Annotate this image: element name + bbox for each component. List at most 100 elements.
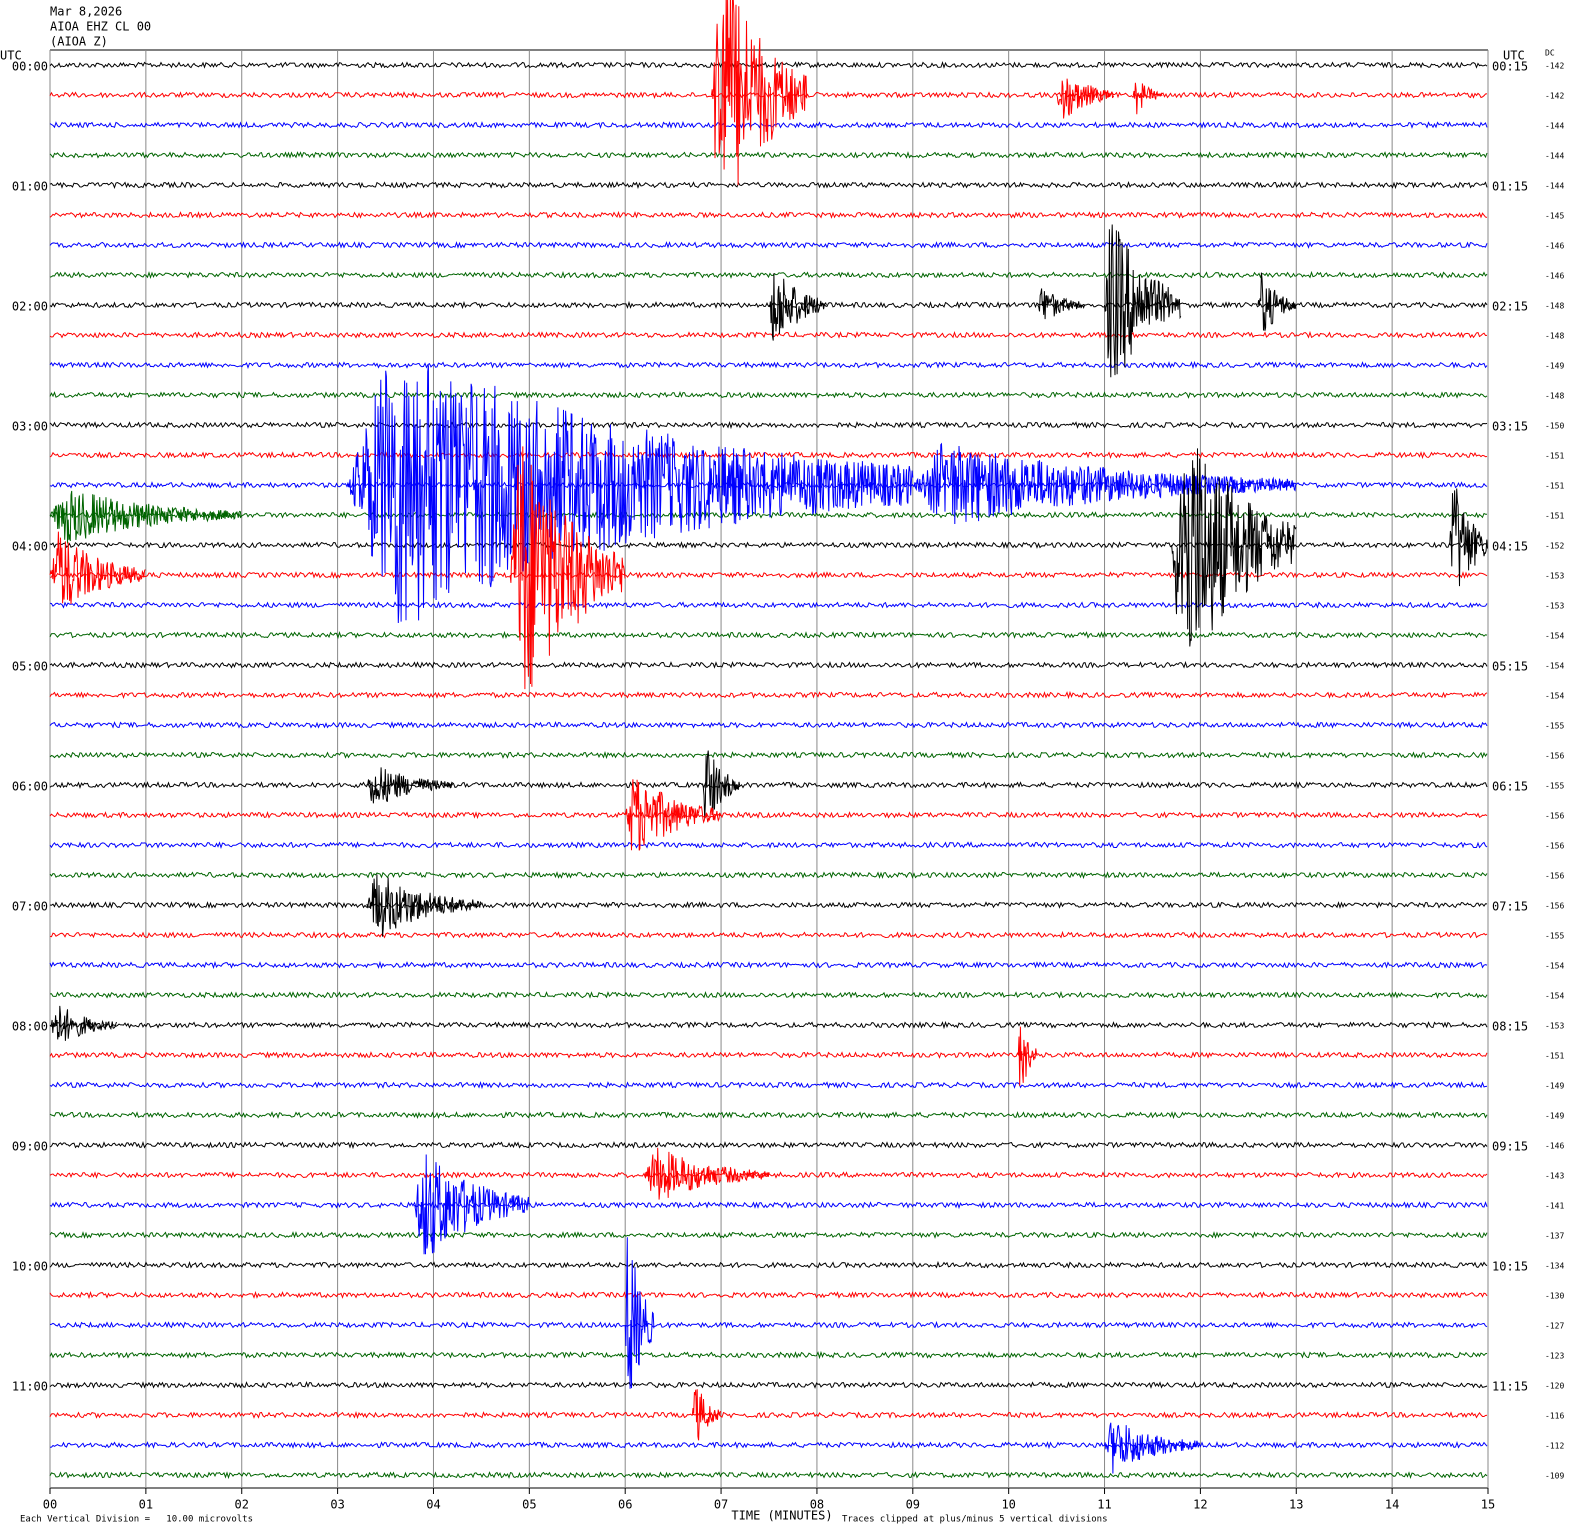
dc-value: -143 [1545, 1172, 1564, 1181]
dc-label: DC [1545, 49, 1555, 58]
trace-noise [49, 1080, 1488, 1090]
trace-noise [49, 690, 1488, 700]
left-time-label: 04:00 [12, 540, 48, 554]
trace-noise [49, 151, 1488, 159]
x-tick-label: 07 [714, 1498, 728, 1512]
dc-value: -144 [1545, 122, 1564, 131]
seismic-event [1132, 82, 1163, 115]
dc-value: -148 [1545, 332, 1564, 341]
seismic-event [1104, 224, 1182, 378]
x-tick-label: 05 [522, 1498, 536, 1512]
seismic-event [1056, 78, 1115, 119]
x-tick-label: 08 [810, 1498, 824, 1512]
trace-noise [49, 600, 1488, 609]
left-time-label: 06:00 [12, 780, 48, 794]
left-time-label: 07:00 [12, 900, 48, 914]
dc-value: -153 [1545, 602, 1564, 611]
seismic-event [413, 1154, 530, 1255]
dc-value: -156 [1545, 752, 1564, 761]
trace-noise [49, 1020, 1488, 1030]
seismic-event [1017, 1026, 1038, 1086]
seismic-event [49, 1005, 117, 1041]
seismic-event [1171, 448, 1297, 647]
dc-value: -148 [1545, 392, 1564, 401]
x-tick-label: 03 [330, 1498, 344, 1512]
seismic-event [366, 767, 453, 804]
x-tick-label: 12 [1193, 1498, 1207, 1512]
dc-value: -146 [1545, 242, 1564, 251]
trace-noise [49, 60, 1488, 69]
right-time-label: 11:15 [1492, 1380, 1528, 1394]
x-tick-label: 09 [906, 1498, 920, 1512]
dc-value: -154 [1545, 962, 1564, 971]
dc-value: -156 [1545, 872, 1564, 881]
right-time-label: 01:15 [1492, 180, 1528, 194]
trace-noise [49, 121, 1488, 129]
left-time-label: 02:00 [12, 300, 48, 314]
dc-value: -150 [1545, 422, 1564, 431]
right-time-label: 10:15 [1492, 1260, 1528, 1274]
dc-value: -144 [1545, 182, 1564, 191]
x-tick-label: 14 [1385, 1498, 1399, 1512]
trace-noise [49, 1381, 1488, 1389]
dc-value: -120 [1545, 1382, 1564, 1391]
trace-noise [49, 1320, 1488, 1330]
trace-noise [49, 270, 1488, 279]
seismic-event [1104, 1422, 1201, 1474]
right-time-label: 06:15 [1492, 780, 1528, 794]
x-tick-label: 01 [139, 1498, 153, 1512]
x-tick-label: 06 [618, 1498, 632, 1512]
left-axis-label: UTC [0, 49, 22, 63]
x-tick-label: 15 [1481, 1498, 1495, 1512]
dc-value: -116 [1545, 1412, 1564, 1421]
dc-value: -151 [1545, 1052, 1564, 1061]
trace-noise [49, 300, 1488, 310]
trace-noise [49, 1350, 1488, 1360]
x-axis-label: TIME (MINUTES) [731, 1509, 832, 1523]
trace-noise [49, 1201, 1488, 1210]
trace-noise [49, 960, 1488, 970]
trace-noise [49, 810, 1488, 820]
dc-value: -146 [1545, 272, 1564, 281]
dc-value: -130 [1545, 1292, 1564, 1301]
dc-value: -142 [1545, 92, 1564, 101]
dc-value: -149 [1545, 362, 1564, 371]
dc-value: -134 [1545, 1262, 1564, 1271]
trace-noise [49, 1290, 1488, 1300]
x-tick-label: 00 [43, 1498, 57, 1512]
left-time-label: 01:00 [12, 180, 48, 194]
clip-note: Traces clipped at plus/minus 5 vertical … [842, 1515, 1108, 1525]
right-time-label: 02:15 [1492, 300, 1528, 314]
right-time-label: 08:15 [1492, 1020, 1528, 1034]
trace-noise [49, 930, 1488, 939]
trace-noise [49, 871, 1488, 880]
seismic-event [711, 0, 808, 186]
trace-noise [49, 660, 1488, 669]
seismic-event [643, 1147, 770, 1200]
seismic-event [912, 442, 1297, 525]
trace-noise [49, 1051, 1488, 1059]
left-time-label: 03:00 [12, 420, 48, 434]
trace-noise [49, 1111, 1488, 1120]
scale-note: Each Vertical Division = 10.00 microvolt… [20, 1515, 253, 1525]
trace-noise [49, 901, 1488, 909]
dc-value: -155 [1545, 782, 1564, 791]
dc-value: -109 [1545, 1472, 1564, 1481]
seismic-event [49, 490, 242, 544]
dc-value: -149 [1545, 1082, 1564, 1091]
right-time-label: 00:15 [1492, 60, 1528, 74]
right-axis-label: UTC [1503, 49, 1525, 63]
x-tick-label: 02 [235, 1498, 249, 1512]
trace-noise [49, 480, 1488, 490]
seismic-event [49, 531, 146, 605]
seismic-event [691, 1389, 722, 1441]
x-tick-label: 10 [1001, 1498, 1015, 1512]
dc-value: -154 [1545, 992, 1564, 1001]
dc-value: -145 [1545, 212, 1564, 221]
dc-value: -153 [1545, 1022, 1564, 1031]
trace-noise [49, 841, 1488, 849]
right-time-label: 03:15 [1492, 420, 1528, 434]
dc-value: -127 [1545, 1322, 1564, 1331]
x-tick-label: 11 [1097, 1498, 1111, 1512]
